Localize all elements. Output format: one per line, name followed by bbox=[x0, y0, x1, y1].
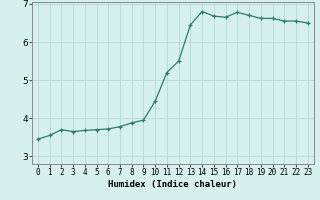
X-axis label: Humidex (Indice chaleur): Humidex (Indice chaleur) bbox=[108, 180, 237, 189]
